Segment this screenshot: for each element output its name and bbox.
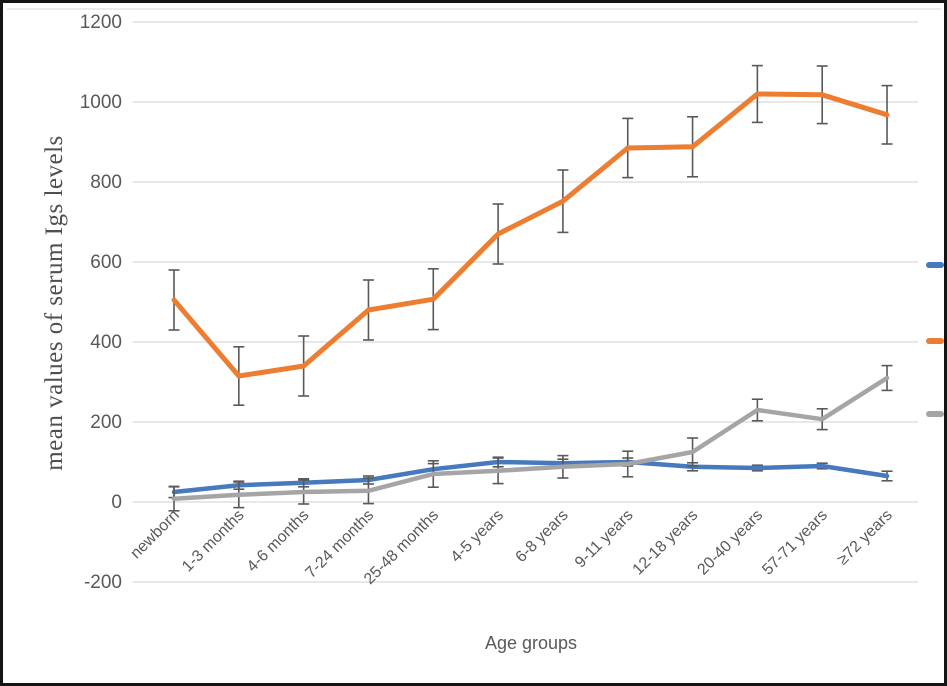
x-category-label: 20-40 years [694, 507, 766, 579]
legend-swatch-gray [926, 411, 944, 417]
x-category-label: newborn [127, 507, 182, 562]
y-tick-label: 600 [90, 252, 122, 273]
y-axis-title: mean values of serum Igs levels [41, 135, 68, 471]
x-category-label: 9-11 years [572, 507, 637, 572]
x-category-label: 12-18 years [630, 507, 702, 579]
y-tick-label: 1000 [80, 92, 122, 113]
y-tick-label: 0 [111, 492, 122, 513]
blue-series-line [171, 459, 890, 495]
y-tick-label: 800 [90, 172, 122, 193]
legend-swatch-orange [926, 338, 944, 344]
y-tick-label: 1200 [80, 12, 122, 33]
y-tick-label: -200 [84, 572, 122, 593]
gray-series-line [171, 375, 890, 502]
x-category-label: 1-3 months [179, 507, 248, 576]
x-category-label: 4-6 months [244, 507, 313, 576]
x-axis-title: Age groups [484, 633, 578, 653]
x-category-label: 57-71 years [759, 507, 831, 579]
y-tick-label: 200 [90, 412, 122, 433]
orange-series-line [171, 91, 890, 379]
y-tick-label: 400 [90, 332, 122, 353]
x-category-label: 4-5 years [448, 507, 507, 566]
legend-swatch-blue [926, 262, 944, 268]
x-category-label: ≥72 years [834, 507, 896, 569]
x-category-label: 6-8 years [513, 507, 572, 566]
